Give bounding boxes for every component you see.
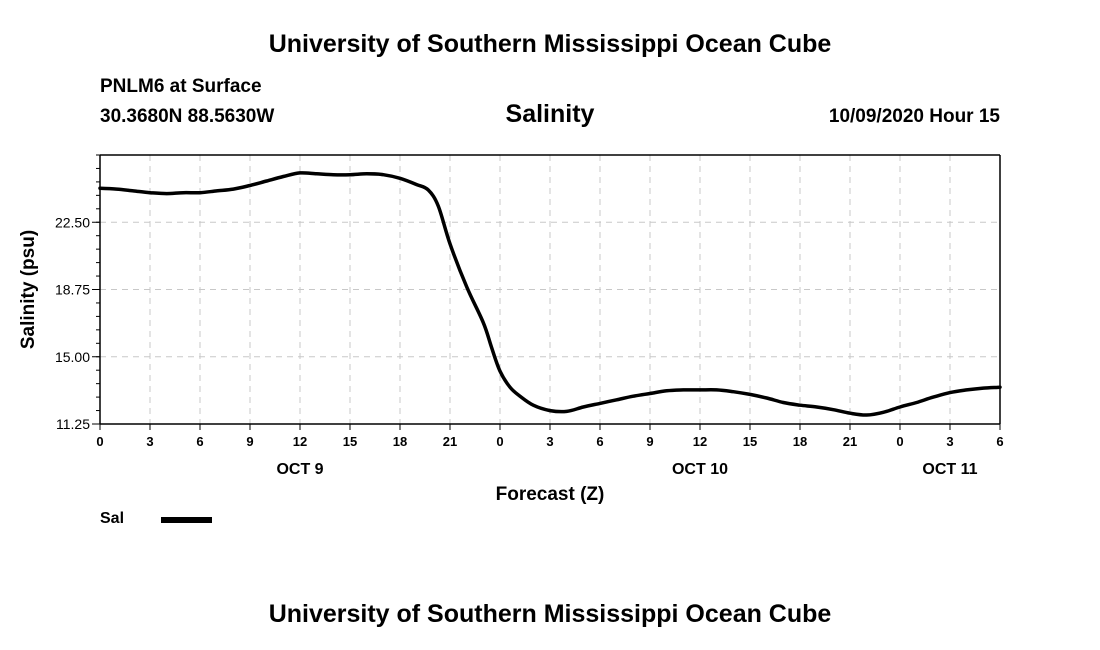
x-tick-label: 9 <box>246 434 253 449</box>
y-tick-label: 11.25 <box>56 416 90 432</box>
x-tick-label: 21 <box>443 434 457 449</box>
x-tick-label: 15 <box>343 434 357 449</box>
date-label: OCT 10 <box>672 461 728 478</box>
x-tick-label: 9 <box>646 434 653 449</box>
legend-swatch <box>161 517 212 523</box>
x-tick-label: 18 <box>793 434 807 449</box>
y-tick-label: 18.75 <box>55 282 90 298</box>
coordinates-label: 30.3680N 88.5630W <box>100 106 275 127</box>
x-tick-label: 3 <box>946 434 953 449</box>
x-tick-label: 3 <box>546 434 553 449</box>
y-tick-label: 22.50 <box>55 214 90 230</box>
date-label: OCT 11 <box>922 461 977 478</box>
date-label: OCT 9 <box>276 461 323 478</box>
bottom-title: University of Southern Mississippi Ocean… <box>268 600 832 628</box>
x-tick-label: 3 <box>146 434 153 449</box>
chart-title: Salinity <box>505 100 595 128</box>
x-tick-label: 18 <box>393 434 407 449</box>
y-tick-label: 15.00 <box>55 349 90 365</box>
x-tick-label: 0 <box>96 434 103 449</box>
x-tick-label: 0 <box>896 434 903 449</box>
legend-label: Sal <box>100 510 125 527</box>
x-tick-label: 0 <box>496 434 503 449</box>
y-axis-label: Salinity (psu) <box>18 230 39 349</box>
x-tick-label: 6 <box>196 434 203 449</box>
forecast-datetime: 10/09/2020 Hour 15 <box>828 106 1000 127</box>
series-line-sal <box>98 171 1002 417</box>
top-title: University of Southern Mississippi Ocean… <box>268 30 832 58</box>
x-axis-label: Forecast (Z) <box>496 484 605 505</box>
x-tick-label: 12 <box>293 434 307 449</box>
x-tick-label: 12 <box>693 434 707 449</box>
x-tick-label: 6 <box>596 434 603 449</box>
x-tick-label: 15 <box>743 434 757 449</box>
x-tick-label: 21 <box>843 434 857 449</box>
station-label: PNLM6 at Surface <box>100 76 262 97</box>
x-tick-label: 6 <box>996 434 1003 449</box>
